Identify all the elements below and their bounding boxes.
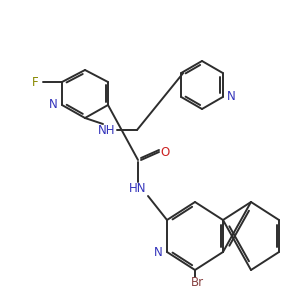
Text: N: N (49, 98, 57, 112)
Text: N: N (226, 91, 235, 103)
Text: Br: Br (190, 275, 204, 289)
Text: F: F (32, 76, 38, 88)
Text: O: O (160, 146, 169, 158)
Text: NH: NH (98, 124, 116, 136)
Text: HN: HN (129, 182, 147, 194)
Text: N: N (154, 245, 162, 259)
